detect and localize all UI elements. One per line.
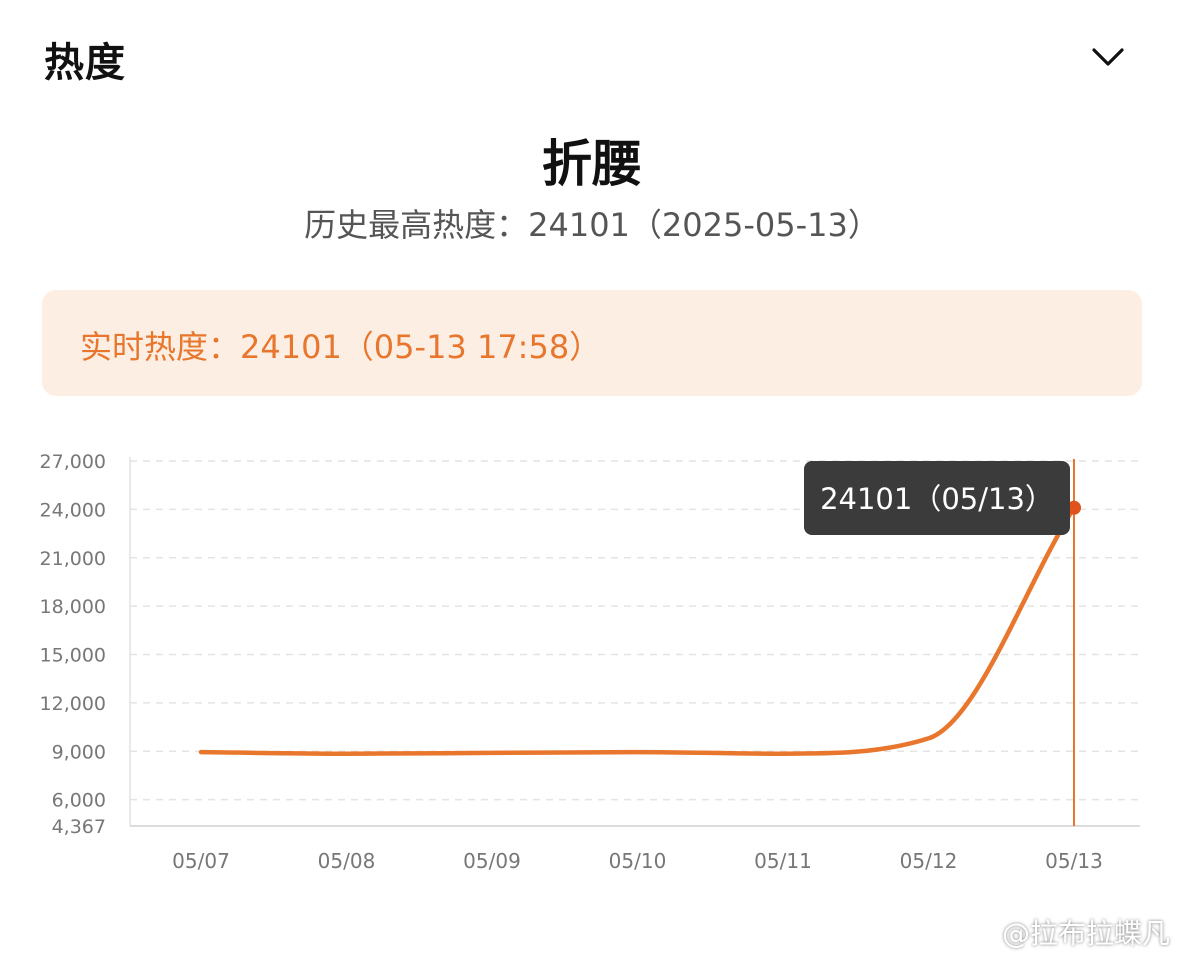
x-tick-label: 05/11	[754, 849, 812, 873]
topic-title: 折腰	[542, 135, 642, 193]
active-data-point	[1067, 500, 1081, 515]
y-tick-label: 27,000	[40, 451, 106, 473]
y-tick-label: 6,000	[52, 790, 106, 812]
watermark: @拉布拉蝶凡	[1001, 917, 1170, 950]
y-tick-label: 21,000	[40, 548, 106, 570]
y-tick-label: 12,000	[40, 693, 106, 715]
series-line	[198, 505, 1077, 756]
heat-line-chart[interactable]: 27,000 24,000 21,000 18,000 15,000 12,000 9,00…	[0, 430, 1184, 900]
x-tick-label: 05/13	[1045, 849, 1103, 873]
y-tick-label: 15,000	[40, 645, 106, 667]
y-tick-label: 9,000	[52, 741, 106, 763]
y-tick-label: 24,000	[40, 499, 106, 521]
collapse-button[interactable]	[1086, 36, 1130, 80]
realtime-heat-banner: 实时热度：24101（05-13 17:58）	[42, 290, 1142, 396]
x-tick-label: 05/10	[609, 849, 667, 873]
x-tick-label: 05/08	[318, 849, 376, 873]
tooltip-text: 24101（05/13）	[820, 482, 1054, 516]
realtime-heat-text: 实时热度：24101（05-13 17:58）	[80, 328, 602, 366]
tooltip-box	[804, 461, 1070, 535]
x-tick-label: 05/07	[172, 849, 230, 873]
x-tick-label: 05/12	[900, 849, 958, 873]
y-tick-label: 4,367	[52, 816, 106, 838]
section-title: 热度	[44, 40, 126, 86]
x-tick-label: 05/09	[463, 849, 521, 873]
chevron-down-icon	[1092, 48, 1124, 66]
y-tick-label: 18,000	[40, 596, 106, 618]
peak-heat: 历史最高热度：24101（2025-05-13）	[304, 206, 880, 244]
